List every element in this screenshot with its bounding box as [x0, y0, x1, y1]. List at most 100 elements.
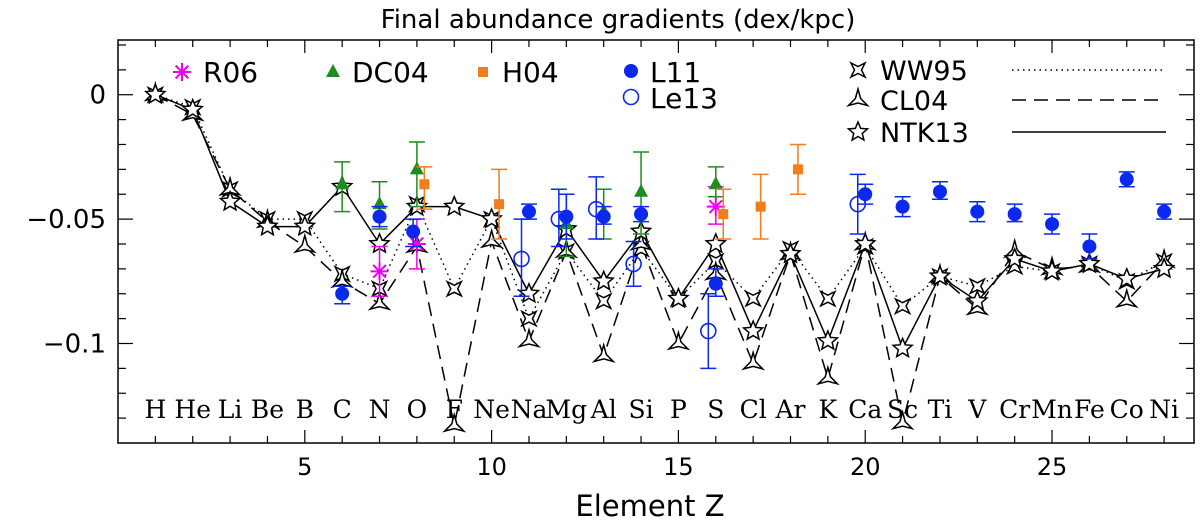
- legend-marker-h04: [478, 67, 488, 77]
- element-label-o: O: [407, 395, 428, 424]
- x-tick-label: 20: [850, 453, 881, 481]
- legend-marker-ww95: [849, 61, 867, 79]
- element-label-p: P: [670, 395, 687, 424]
- plot-frame: [117, 39, 1195, 444]
- x-tick-label: 15: [663, 453, 694, 481]
- point-l11: [1082, 239, 1097, 254]
- point-r06: [706, 197, 725, 216]
- marker-ntk13: [1003, 246, 1027, 269]
- point-le13: [625, 255, 642, 273]
- point-le13: [700, 322, 717, 340]
- point-h04: [792, 164, 803, 175]
- point-l11: [634, 207, 649, 222]
- element-label-co: Co: [1110, 395, 1144, 424]
- marker-ntk13: [181, 97, 205, 120]
- series-line-ww95: [155, 94, 1165, 321]
- marker-ntk13: [928, 264, 952, 286]
- marker-ww95: [968, 277, 987, 296]
- element-label-cr: Cr: [999, 395, 1030, 424]
- point-l11: [1007, 207, 1022, 222]
- marker-ntk13: [704, 232, 728, 254]
- legend-marker-dc04: [326, 64, 340, 77]
- marker-ntk13: [517, 281, 541, 304]
- marker-ntk13: [143, 82, 167, 105]
- legend-marker-ntk13: [846, 120, 870, 142]
- marker-cl04: [666, 329, 691, 351]
- marker-cl04: [1114, 287, 1139, 309]
- errorbar-le13: [700, 292, 717, 370]
- marker-cl04: [741, 349, 766, 371]
- legend-label-le13: Le13: [650, 82, 718, 115]
- marker-ww95: [893, 297, 912, 315]
- point-dc04: [335, 176, 350, 190]
- y-tick-label: −0.1: [43, 329, 106, 359]
- element-label-ar: Ar: [774, 395, 805, 424]
- x-tick-label: 5: [297, 453, 312, 481]
- marker-cl04: [516, 327, 541, 348]
- marker-ntk13: [667, 286, 690, 309]
- marker-ntk13: [442, 194, 466, 217]
- point-l11: [372, 209, 387, 224]
- point-l11: [1157, 204, 1172, 219]
- point-l11: [708, 276, 723, 291]
- marker-ntk13: [779, 241, 802, 264]
- marker-ww95: [594, 292, 613, 310]
- legend-label-r06: R06: [203, 56, 258, 89]
- element-label-c: C: [333, 395, 352, 424]
- marker-ww95: [819, 289, 837, 308]
- element-label-he: He: [174, 395, 211, 424]
- marker-ntk13: [592, 269, 616, 291]
- element-label-cl: Cl: [740, 395, 767, 424]
- legend-marker-r06: [173, 63, 191, 81]
- element-label-mn: Mn: [1031, 395, 1073, 424]
- marker-ntk13: [256, 214, 279, 237]
- point-l11: [406, 224, 421, 239]
- element-label-s: S: [707, 395, 724, 424]
- legend-marker-le13: [622, 88, 640, 106]
- element-label-ne: Ne: [473, 395, 510, 424]
- point-le13: [587, 200, 605, 218]
- point-l11: [335, 286, 350, 301]
- errorbar-le13: [625, 240, 642, 288]
- errorbar-le13: [588, 176, 605, 240]
- element-label-ni: Ni: [1149, 395, 1179, 424]
- point-r06: [370, 262, 389, 281]
- marker-ww95: [445, 279, 464, 298]
- series-line-ntk13: [155, 94, 1165, 351]
- point-l11: [1119, 172, 1134, 187]
- element-label-si: Si: [628, 395, 653, 424]
- element-label-f: F: [446, 395, 463, 424]
- legend-label-l11: L11: [650, 56, 701, 89]
- marker-cl04: [815, 364, 840, 386]
- point-le13: [550, 210, 568, 228]
- element-label-mg: Mg: [546, 395, 588, 424]
- errorbar-le13: [849, 173, 866, 235]
- element-label-be: Be: [251, 395, 284, 424]
- marker-cl04: [591, 342, 616, 363]
- point-l11: [521, 204, 536, 219]
- element-label-ca: Ca: [848, 395, 882, 424]
- element-label-li: Li: [218, 395, 243, 424]
- marker-ntk13: [1040, 259, 1064, 282]
- point-dc04: [409, 161, 424, 175]
- point-dc04: [708, 176, 723, 190]
- point-le13: [513, 250, 530, 268]
- point-dc04: [634, 183, 649, 197]
- legend-label-dc04: DC04: [352, 56, 429, 89]
- y-tick-label: −0.05: [26, 205, 106, 235]
- element-label-al: Al: [590, 395, 617, 424]
- point-le13: [849, 195, 867, 213]
- marker-ntk13: [891, 336, 914, 359]
- element-label-fe: Fe: [1074, 395, 1105, 424]
- legend-marker-l11: [624, 64, 638, 78]
- marker-ntk13: [741, 319, 765, 341]
- element-label-na: Na: [511, 395, 548, 424]
- marker-cl04: [442, 411, 467, 433]
- marker-ntk13: [218, 189, 242, 212]
- marker-ntk13: [1152, 256, 1176, 279]
- marker-ntk13: [1115, 266, 1139, 289]
- marker-cl04: [890, 409, 915, 431]
